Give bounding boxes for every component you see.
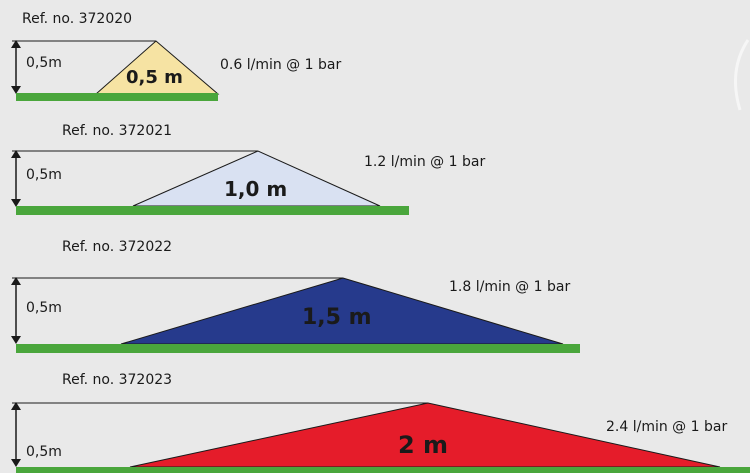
width-label: 0,5 m xyxy=(126,67,183,88)
arrow-head-down xyxy=(11,336,21,344)
ground-bar xyxy=(16,467,750,473)
arrow-head-up xyxy=(11,402,21,410)
width-label: 1,0 m xyxy=(224,177,287,201)
flow-rate: 1.2 l/min @ 1 bar xyxy=(364,154,485,170)
ground-bar xyxy=(16,206,409,215)
ref-number: Ref. no. 372022 xyxy=(62,239,172,255)
arrow-head-up xyxy=(11,40,21,48)
width-label: 2 m xyxy=(398,431,448,459)
height-label: 0,5m xyxy=(26,300,62,316)
pattern-372022: Ref. no. 372022 0,5m 1,5 m 1.8 l/min @ 1… xyxy=(11,239,580,353)
arrow-head-down xyxy=(11,86,21,94)
arrow-head-down xyxy=(11,459,21,467)
width-label: 1,5 m xyxy=(302,305,372,330)
flow-rate: 1.8 l/min @ 1 bar xyxy=(449,279,570,295)
ref-number: Ref. no. 372023 xyxy=(62,372,172,388)
ground-bar xyxy=(16,93,218,101)
flow-rate: 0.6 l/min @ 1 bar xyxy=(220,57,341,73)
arrow-head-down xyxy=(11,199,21,207)
flow-rate: 2.4 l/min @ 1 bar xyxy=(606,419,727,435)
ground-bar xyxy=(16,344,580,353)
height-label: 0,5m xyxy=(26,167,62,183)
decorative-arc xyxy=(734,39,750,111)
pattern-372020: Ref. no. 372020 0,5m 0,5 m 0.6 l/min @ 1… xyxy=(11,11,341,101)
pattern-372023: Ref. no. 372023 0,5m 2 m 2.4 l/min @ 1 b… xyxy=(11,372,750,473)
height-label: 0,5m xyxy=(26,55,62,71)
arrow-head-up xyxy=(11,150,21,158)
ref-number: Ref. no. 372020 xyxy=(22,11,132,27)
arrow-head-up xyxy=(11,277,21,285)
pattern-372021: Ref. no. 372021 0,5m 1,0 m 1.2 l/min @ 1… xyxy=(11,123,485,215)
ref-number: Ref. no. 372021 xyxy=(62,123,172,139)
height-label: 0,5m xyxy=(26,444,62,460)
